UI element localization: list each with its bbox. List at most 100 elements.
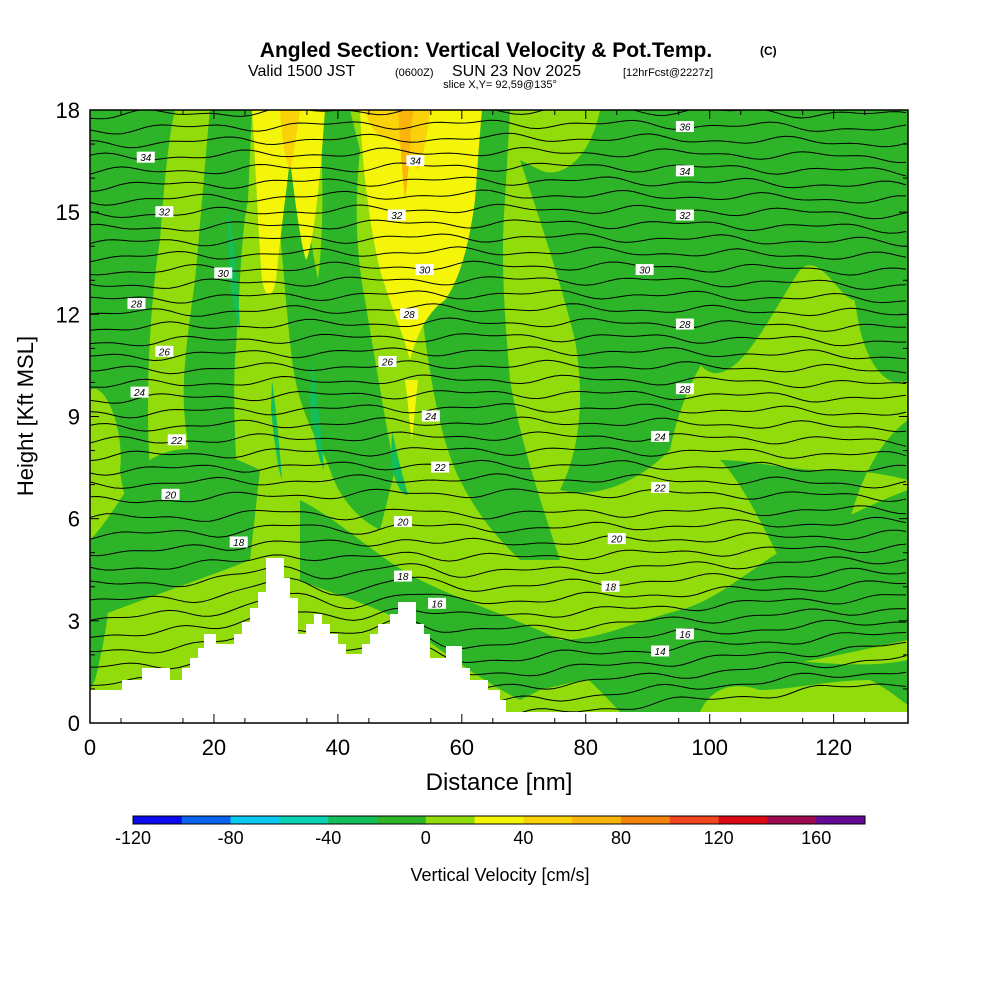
contour-label-box xyxy=(675,165,694,177)
contour-label-box xyxy=(675,628,694,640)
plot-area: 34 32 30 28 26 24 22 20 18 34 32 30 28 26 24 22 20 18 16 36… xyxy=(90,110,908,723)
contour-label-box xyxy=(130,386,149,398)
contour-label: 30 xyxy=(419,266,431,277)
colorbar-frame xyxy=(132,815,866,825)
theta-contour-line xyxy=(90,189,907,206)
theta-contour-line xyxy=(90,431,907,447)
contour-label: 16 xyxy=(679,630,691,641)
theta-contour-line xyxy=(90,233,907,247)
contour-label: 32 xyxy=(679,211,691,222)
colorbar-swatch xyxy=(377,816,427,824)
theta-contour-line xyxy=(90,303,907,317)
theta-contour-line xyxy=(90,473,907,489)
contour-label-box xyxy=(387,209,406,221)
colorbar-tick-label: -120 xyxy=(115,828,151,848)
contour-label-box xyxy=(127,298,146,310)
theta-contour-line xyxy=(90,374,907,389)
contour-label: 22 xyxy=(654,484,667,495)
contour-label: 16 xyxy=(431,599,443,610)
contour-label: 34 xyxy=(410,157,422,168)
theta-contour-line xyxy=(90,146,907,164)
contour-label-box xyxy=(651,430,670,442)
contour-label-box xyxy=(161,488,180,500)
contour-label: 26 xyxy=(381,358,394,369)
colorbar-swatch xyxy=(621,816,671,824)
colorbar-tick-label: 0 xyxy=(421,828,431,848)
theta-contour-line xyxy=(90,390,907,404)
contour-label-box xyxy=(155,206,174,218)
strong-downdraft-regions xyxy=(228,210,408,495)
terrain xyxy=(90,558,528,723)
y-tick-label: 9 xyxy=(68,405,80,430)
contour-label: 32 xyxy=(159,208,171,219)
x-tick-label: 80 xyxy=(574,735,598,760)
colorbar-tick-label: 80 xyxy=(611,828,631,848)
theta-contour-line xyxy=(90,516,907,540)
theta-contour-line xyxy=(90,119,907,135)
theta-contour-line xyxy=(90,203,907,220)
contour-label: 28 xyxy=(678,385,691,396)
x-tick-label: 60 xyxy=(450,735,474,760)
theta-contour-line xyxy=(90,162,907,177)
x-axis-label: Distance [nm] xyxy=(426,769,573,796)
strongest-updraft-regions xyxy=(398,110,414,200)
contour-label: 18 xyxy=(605,582,617,593)
contour-label: 14 xyxy=(655,647,667,658)
contour-label: 30 xyxy=(218,269,230,280)
subtitle-utc: (0600Z) xyxy=(395,67,434,79)
x-tick-label: 20 xyxy=(202,735,226,760)
colorbar-swatch xyxy=(718,816,768,824)
contour-label-box xyxy=(136,151,155,163)
subtitle-valid: Valid 1500 JST xyxy=(248,63,356,80)
colorbar-swatch xyxy=(572,816,622,824)
y-tick-label: 6 xyxy=(68,507,80,532)
theta-contour-line xyxy=(90,529,907,557)
contour-label: 32 xyxy=(391,211,403,222)
contour-label-box xyxy=(378,356,397,368)
subtitle-date: SUN 23 Nov 2025 xyxy=(452,63,581,80)
contour-label-box xyxy=(601,580,620,592)
x-tick-label: 0 xyxy=(84,735,96,760)
theta-contour-line xyxy=(90,459,907,476)
contour-label: 24 xyxy=(133,388,146,399)
contour-label-box xyxy=(635,264,654,276)
contour-label: 24 xyxy=(424,412,437,423)
contour-label-box xyxy=(431,461,450,473)
contour-label-box xyxy=(415,264,434,276)
colorbar-tick-label: 160 xyxy=(801,828,831,848)
terrain-base xyxy=(90,712,908,723)
theta-contour-line xyxy=(90,488,907,504)
theta-contour-line xyxy=(90,594,906,638)
contour-label-box xyxy=(675,209,694,221)
colorbar-swatch xyxy=(328,816,378,824)
theta-contour-line xyxy=(90,132,907,149)
colorbar-swatch xyxy=(523,816,573,824)
colorbar-swatch xyxy=(474,816,524,824)
contour-label: 20 xyxy=(164,490,177,501)
contour-label: 26 xyxy=(158,347,171,358)
colorbar-swatch xyxy=(181,816,231,824)
y-tick-label: 18 xyxy=(56,98,80,123)
x-tick-label: 120 xyxy=(815,735,852,760)
contour-label: 28 xyxy=(403,310,416,321)
x-tick-label: 40 xyxy=(326,735,350,760)
y-tick-label: 0 xyxy=(68,711,80,736)
theta-contour-line xyxy=(90,333,906,347)
contour-label-box xyxy=(675,383,694,395)
theta-contour-line xyxy=(90,543,907,571)
theta-contour-line xyxy=(90,556,907,588)
x-tick-label: 100 xyxy=(691,735,728,760)
theta-contour-line xyxy=(90,246,907,263)
contour-label-box xyxy=(393,570,412,582)
contour-label: 28 xyxy=(130,300,143,311)
contour-label-box xyxy=(167,434,186,446)
x-axis: 0 20 40 60 80 100 120 xyxy=(84,110,866,760)
y-tick-label: 3 xyxy=(68,609,80,634)
contour-label-box xyxy=(428,597,447,609)
contour-label-box xyxy=(607,533,626,545)
contour-label: 34 xyxy=(140,153,152,164)
theta-contour-line xyxy=(90,219,907,234)
colorbar-tick-label: 40 xyxy=(513,828,533,848)
contour-label-box xyxy=(406,155,425,167)
colorbar-label: Vertical Velocity [cm/s] xyxy=(410,865,589,885)
